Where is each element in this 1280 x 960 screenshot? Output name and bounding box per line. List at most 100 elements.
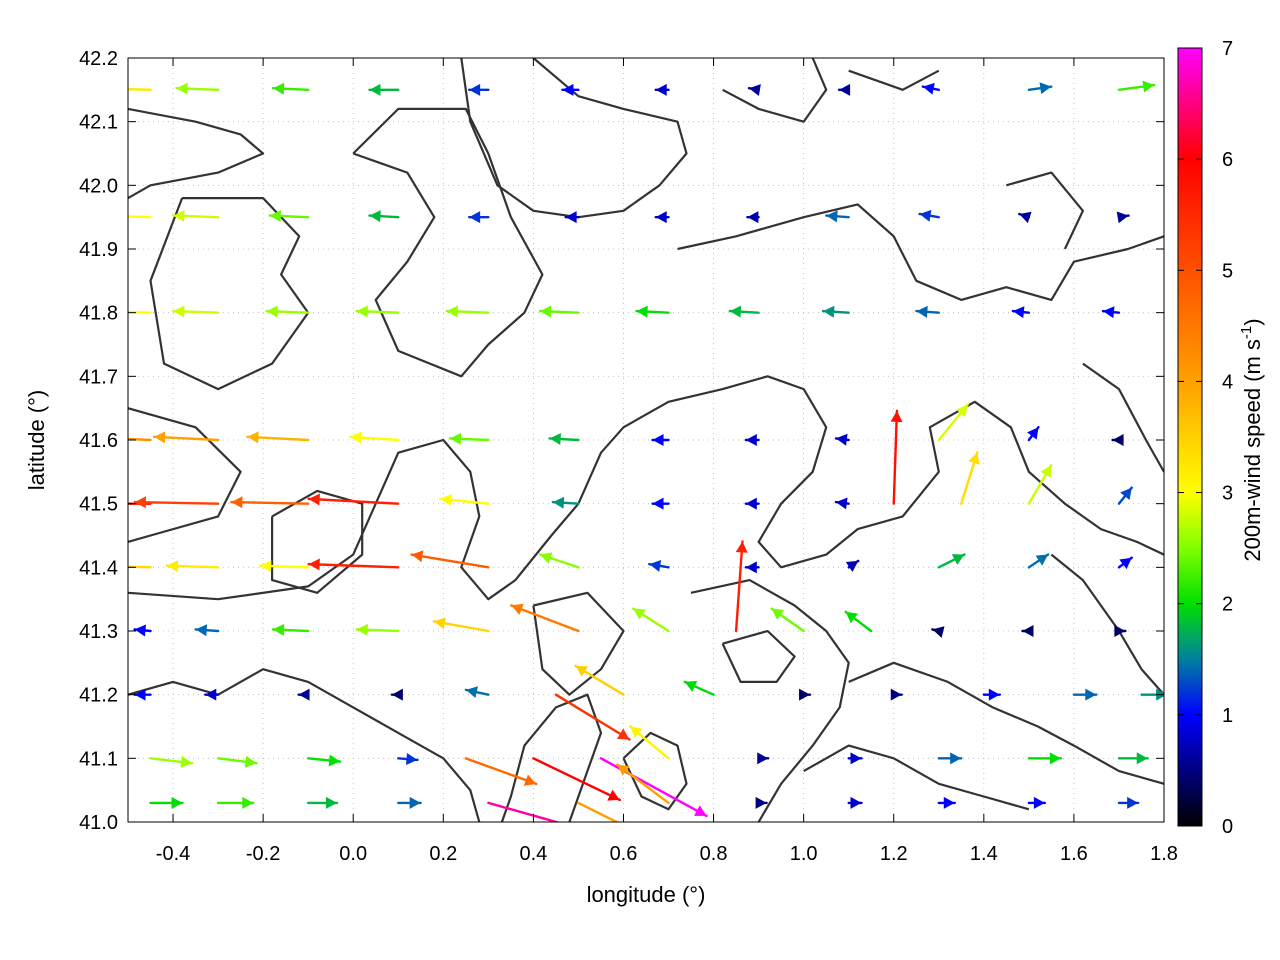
- wind-vector-shaft: [128, 87, 152, 92]
- wind-vector: [1021, 625, 1034, 637]
- wind-vector: [368, 210, 400, 223]
- x-tick-label: 0.4: [519, 843, 547, 865]
- grid-lines: [128, 57, 1165, 823]
- x-axis-ticks: -0.4 -0.2 0.0 0.2 0.4 0.6 0.8 1.0 1.2 1.4 1.6 1.8: [156, 58, 1178, 865]
- wind-vector: [1072, 688, 1098, 701]
- wind-vector-head: [1040, 465, 1052, 478]
- contour-line: [722, 58, 828, 123]
- x-tick-label: -0.4: [156, 843, 190, 865]
- wind-vector-head: [771, 608, 785, 620]
- wind-vector-head: [134, 688, 146, 701]
- wind-vector: [268, 210, 310, 223]
- wind-vector-shaft: [410, 553, 490, 569]
- wind-vector-head: [205, 688, 217, 701]
- wind-vector: [1101, 306, 1121, 319]
- contour-line: [848, 69, 940, 91]
- wind-vector: [890, 409, 903, 505]
- wind-vector-head: [166, 560, 179, 573]
- wind-vector-head: [835, 433, 848, 446]
- contour-line: [848, 661, 1164, 785]
- colorbar-tick-label: 7: [1222, 38, 1233, 60]
- wind-vector-head: [745, 561, 757, 574]
- wind-vector: [445, 305, 490, 318]
- wind-vector-head: [356, 623, 368, 636]
- wind-vector: [390, 688, 403, 701]
- wind-vector: [128, 437, 152, 442]
- wind-vector-head: [540, 552, 553, 564]
- contour-line: [622, 731, 688, 811]
- wind-vector: [397, 796, 422, 809]
- wind-vector-head: [655, 211, 667, 224]
- wind-vector-head: [180, 755, 193, 768]
- wind-vector: [306, 754, 342, 767]
- contour-line: [1050, 553, 1164, 696]
- wind-vector: [467, 83, 490, 96]
- wind-vector-shaft: [487, 801, 561, 822]
- contour-line: [128, 407, 242, 543]
- wind-vector-head: [58, 498, 69, 510]
- wind-vector-head: [242, 796, 254, 809]
- wind-vector-head: [850, 752, 862, 765]
- wind-vector-head: [850, 796, 862, 809]
- wind-vector: [799, 688, 812, 701]
- wind-vector-head: [633, 608, 646, 620]
- wind-vector-shaft: [128, 565, 152, 569]
- wind-vector-head: [103, 210, 114, 222]
- contour-line: [532, 591, 625, 696]
- colorbar-tick-label: 5: [1222, 260, 1233, 282]
- y-tick-label: 41.6: [79, 430, 118, 452]
- wind-vector-head: [649, 560, 662, 572]
- wind-vector: [1116, 211, 1130, 224]
- wind-vector-head: [565, 211, 577, 224]
- wind-vector-head: [1114, 625, 1126, 637]
- wind-vector-head: [755, 796, 767, 809]
- wind-vector-head: [134, 624, 147, 637]
- wind-vector-head: [244, 755, 257, 768]
- wind-vector-head: [469, 211, 481, 224]
- wind-vector: [1117, 752, 1149, 765]
- wind-vector-head: [308, 493, 320, 506]
- wind-vector-head: [735, 541, 748, 553]
- wind-vector-head: [1035, 554, 1049, 566]
- wind-vector: [1117, 556, 1133, 570]
- wind-vector: [757, 752, 770, 765]
- y-tick-label: 41.9: [79, 239, 118, 261]
- wind-vector: [152, 431, 220, 444]
- wind-vector: [937, 403, 969, 442]
- wind-vector-head: [406, 753, 418, 765]
- wind-vector-head: [988, 688, 1000, 701]
- wind-vector: [487, 801, 561, 822]
- wind-vector: [628, 725, 670, 760]
- wind-vector-head: [943, 796, 955, 809]
- wind-vector: [216, 755, 258, 768]
- wind-vector: [258, 560, 310, 573]
- wind-vector: [230, 496, 310, 509]
- wind-vector-head: [729, 305, 742, 318]
- wind-vector: [770, 607, 805, 633]
- wind-vector-head: [173, 305, 185, 318]
- wind-vector-head: [231, 496, 243, 509]
- wind-vector: [574, 664, 625, 696]
- wind-vector-shaft: [128, 310, 152, 314]
- wind-vector-shaft: [734, 540, 744, 633]
- wind-vector: [821, 305, 850, 318]
- wind-vector-head: [955, 404, 968, 418]
- wind-vector-head: [1049, 752, 1061, 765]
- wind-vector-shaft: [577, 801, 620, 822]
- wind-vector-head: [1142, 80, 1155, 93]
- wind-vector-head: [511, 603, 524, 615]
- wind-vector-head: [630, 726, 643, 738]
- wind-vector: [744, 561, 760, 574]
- wind-vector: [368, 83, 400, 96]
- x-tick-label: 0.2: [429, 843, 457, 865]
- colorbar-tick-label: 6: [1222, 149, 1233, 171]
- wind-vector: [1114, 625, 1127, 637]
- wind-vector: [271, 623, 310, 636]
- wind-vector: [1018, 211, 1032, 224]
- y-tick-label: 41.7: [79, 366, 118, 388]
- wind-vector: [1117, 80, 1156, 93]
- wind-vector: [194, 624, 220, 637]
- wind-vector: [175, 82, 220, 95]
- wind-vector: [397, 753, 419, 765]
